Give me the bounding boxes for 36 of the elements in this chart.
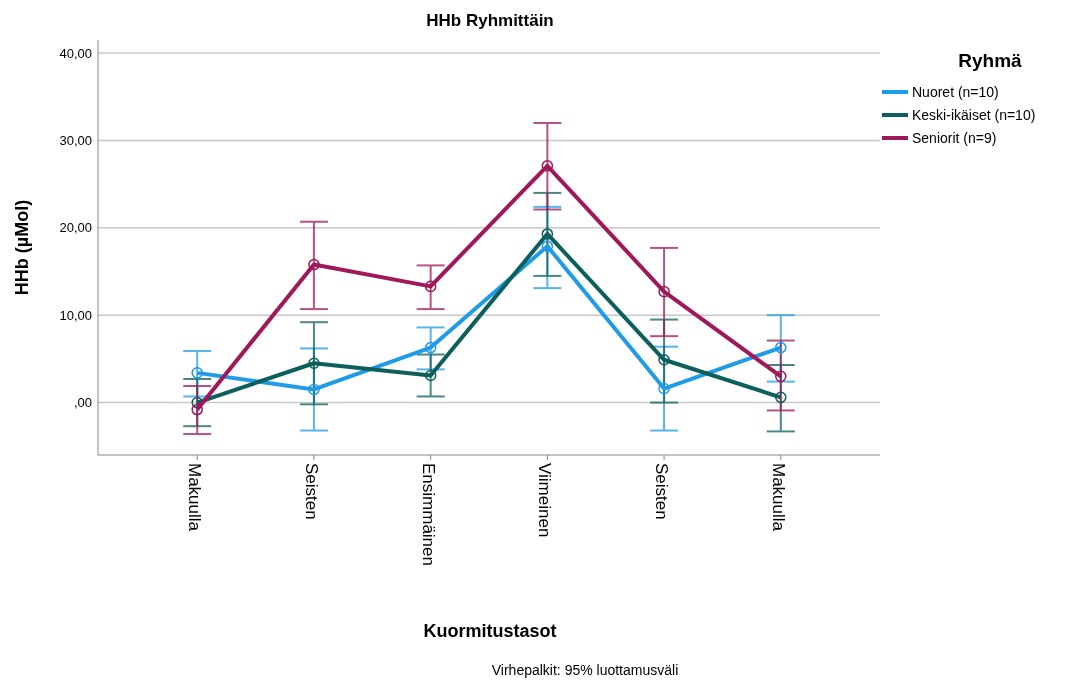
point	[775, 391, 787, 404]
x-axis-title: Kuormitustasot	[423, 621, 557, 641]
x-tick-label: Seisten	[301, 463, 321, 520]
point	[658, 353, 670, 366]
x-tick-label: Viimeinen	[535, 463, 555, 538]
point	[658, 285, 670, 298]
point	[308, 357, 320, 370]
y-tick-label: 30,00	[59, 133, 92, 149]
legend-title: Ryhmä	[958, 50, 1023, 71]
y-tick-label: ,00	[73, 395, 92, 411]
x-tick-label: Makuulla	[768, 463, 788, 532]
point	[424, 341, 437, 354]
text: Virhepalkit: 95% luottamusväli	[491, 662, 679, 678]
y-axis-title: HHb (µMol)	[12, 199, 32, 296]
point	[308, 383, 320, 396]
legend-label: Keski-ikäiset (n=10)	[912, 106, 1036, 123]
point	[775, 341, 787, 354]
chart-title: HHb Ryhmittäin	[426, 11, 554, 30]
y-tick-label: 20,00	[59, 220, 92, 236]
x-tick-label: Makuulla	[185, 463, 205, 532]
y-tick-label: 40,00	[59, 45, 92, 61]
point	[424, 369, 437, 382]
point	[424, 280, 437, 293]
point	[541, 228, 554, 240]
point	[191, 403, 203, 416]
point	[541, 160, 554, 172]
point	[658, 382, 670, 395]
point	[308, 258, 320, 271]
point	[191, 367, 203, 379]
x-tick-label: Seisten	[652, 463, 672, 520]
point	[541, 240, 554, 252]
x-tick-label: Ensimmäinen	[418, 463, 438, 566]
legend-label: Seniorit (n=9)	[912, 129, 997, 146]
legend-label: Nuoret (n=10)	[912, 83, 999, 100]
point	[775, 370, 787, 383]
y-tick-label: 10,00	[59, 307, 92, 323]
